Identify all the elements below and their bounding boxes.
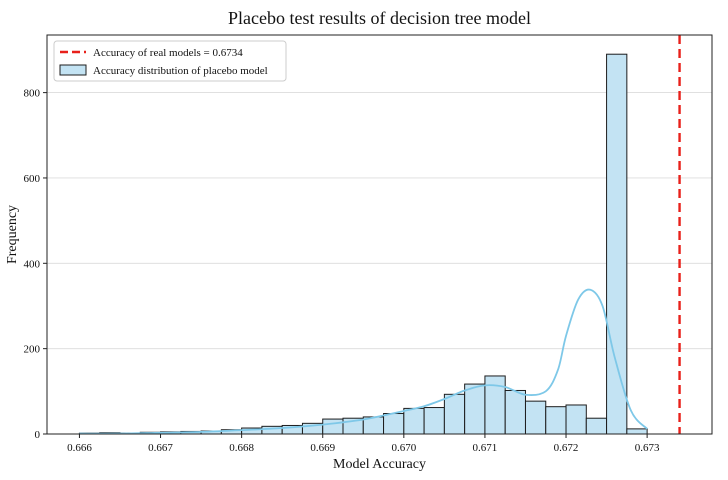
y-tick-label-2: 400	[24, 258, 41, 270]
histogram-bar-22	[524, 400, 547, 435]
legend-label-reference-line: Accuracy of real models = 0.6734	[93, 47, 243, 59]
x-tick-label-7: 0.673	[635, 442, 660, 454]
y-tick-label-3: 600	[24, 173, 41, 185]
axes-frame	[46, 34, 713, 435]
legend-box	[53, 40, 287, 82]
histogram-bar-19	[464, 383, 486, 435]
histogram-bar-15	[383, 413, 405, 435]
histogram-bar-23	[545, 406, 567, 435]
histogram-bar-12	[322, 418, 344, 435]
histogram-bar-17	[423, 407, 445, 435]
x-tick-label-3: 0.669	[310, 442, 335, 454]
x-tick-label-6: 0.672	[554, 442, 579, 454]
y-tick-label-1: 200	[24, 344, 41, 356]
x-tick-label-1: 0.667	[148, 442, 173, 454]
legend: Accuracy of real models = 0.6734 Accuracy…	[53, 40, 287, 82]
x-axis-label: Model Accuracy	[333, 457, 426, 472]
histogram-bar-16	[403, 407, 425, 435]
x-tick-label-4: 0.670	[391, 442, 416, 454]
y-tick-label-0: 0	[35, 429, 41, 441]
histogram-bar-18	[443, 393, 466, 435]
x-tick-label-2: 0.668	[229, 442, 254, 454]
histogram-bar-25	[585, 417, 608, 435]
plot-area	[47, 35, 712, 434]
legend-label-histogram: Accuracy distribution of placebo model	[93, 65, 268, 77]
kde-curve	[79, 288, 648, 435]
histogram-bar-26	[606, 53, 628, 435]
x-tick-label-5: 0.671	[473, 442, 498, 454]
histogram-bar-21	[504, 389, 526, 435]
histogram-bar-27	[626, 428, 648, 435]
x-tick-label-0: 0.666	[67, 442, 92, 454]
histogram-bar-24	[565, 404, 587, 435]
y-tick-label-4: 800	[24, 88, 41, 100]
y-axis-label: Frequency	[5, 205, 20, 264]
chart-title: Placebo test results of decision tree mo…	[228, 8, 531, 28]
legend-swatch-histogram	[59, 64, 87, 76]
